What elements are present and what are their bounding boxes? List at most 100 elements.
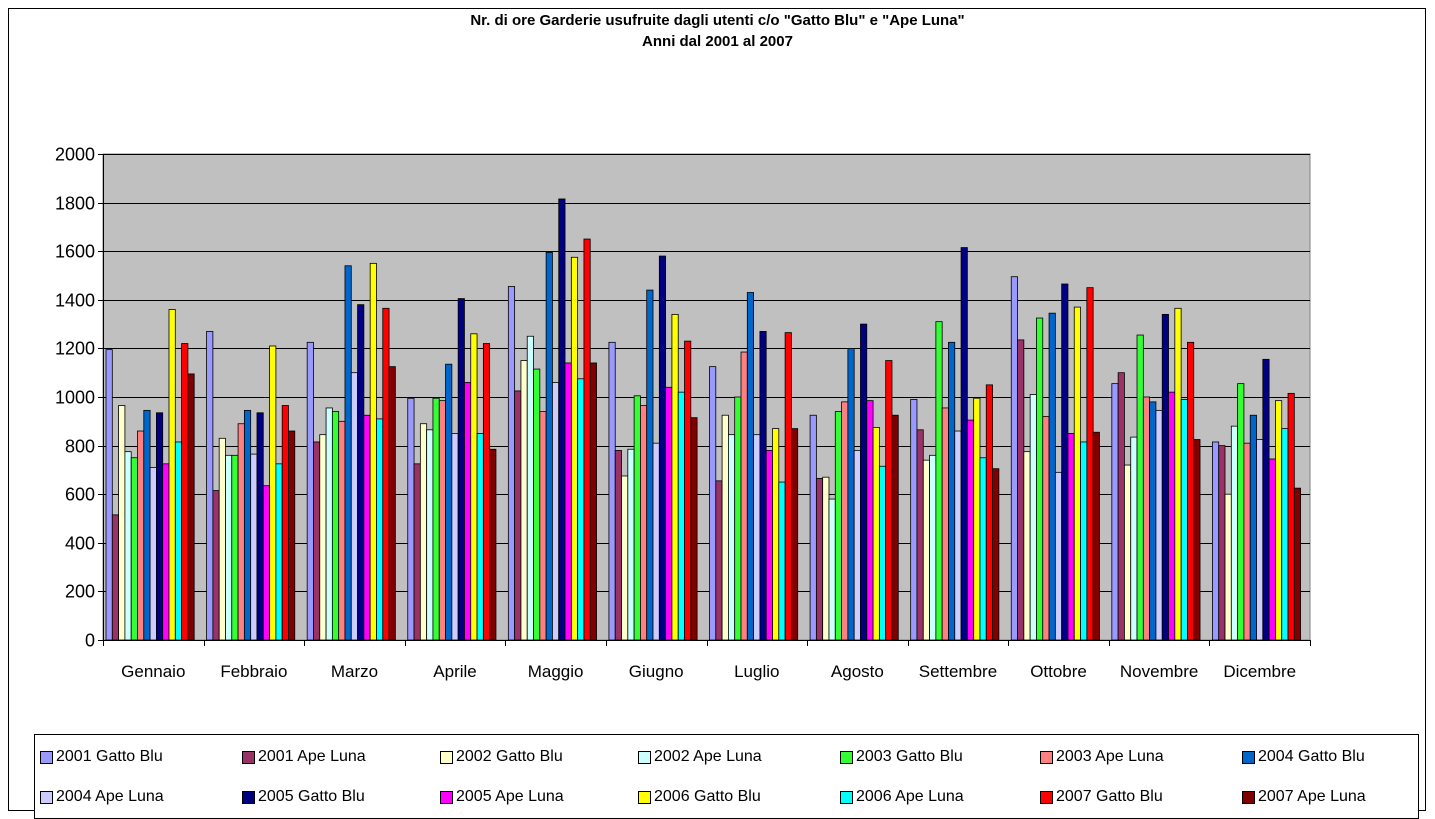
x-tick-label: Novembre (1120, 662, 1198, 681)
bar (376, 418, 384, 641)
bar (438, 400, 446, 641)
y-tick-label: 1400 (55, 291, 95, 311)
bar (306, 341, 314, 641)
bar (973, 397, 981, 641)
bar (1136, 334, 1144, 641)
bar (162, 463, 170, 641)
bar (369, 262, 377, 641)
legend-swatch (40, 790, 53, 804)
legend-label: 2003 Gatto Blu (856, 748, 963, 765)
bar (878, 465, 887, 641)
legend-item: 2005 Gatto Blu (242, 787, 365, 807)
bar (614, 450, 622, 641)
legend-item: 2001 Ape Luna (242, 747, 366, 767)
bar (1117, 372, 1125, 641)
legend-swatch (1040, 790, 1053, 804)
legend-label: 2004 Ape Luna (56, 788, 164, 805)
bar (1180, 399, 1188, 641)
bar (1067, 433, 1075, 641)
bar (652, 442, 660, 641)
legend-swatch (440, 750, 453, 764)
bar (533, 368, 541, 641)
bar (778, 481, 786, 641)
bar (558, 198, 566, 641)
bar (1048, 312, 1056, 641)
bar (514, 390, 522, 641)
bar (313, 441, 321, 641)
legend-item: 2007 Ape Luna (1242, 787, 1366, 807)
x-tick-label: Giugno (629, 662, 684, 681)
bar (721, 414, 729, 641)
bar (1256, 439, 1264, 641)
bar (1187, 341, 1195, 641)
bar (552, 382, 560, 641)
bar (954, 430, 962, 641)
bar (1174, 307, 1182, 641)
bar (671, 313, 679, 641)
bar (765, 450, 773, 641)
bar (1073, 306, 1081, 641)
legend-swatch (1242, 790, 1255, 804)
bar (665, 386, 673, 641)
bar (658, 255, 667, 641)
bar (432, 397, 440, 641)
legend-label: 2002 Ape Luna (654, 748, 762, 765)
legend-item: 2003 Gatto Blu (840, 747, 963, 767)
bar (262, 485, 270, 641)
bar (1149, 401, 1157, 641)
bar (155, 412, 164, 641)
bar (985, 384, 993, 641)
bar (992, 468, 1000, 641)
legend-item: 2004 Gatto Blu (1242, 747, 1365, 767)
legend-swatch (440, 790, 453, 804)
bar (633, 395, 641, 641)
bar (791, 428, 799, 641)
legend-item: 2003 Ape Luna (1040, 747, 1164, 767)
bar (1130, 436, 1138, 641)
bar (677, 391, 685, 641)
bar (1080, 441, 1088, 641)
bar (815, 477, 824, 641)
legend-swatch (840, 750, 853, 764)
bar (507, 286, 516, 641)
bar (482, 343, 491, 641)
bar (470, 333, 478, 641)
bar (740, 351, 748, 641)
bar (281, 405, 289, 641)
bar (243, 409, 252, 641)
x-tick-label: Luglio (734, 662, 779, 681)
bar (866, 400, 874, 641)
legend-swatch (638, 790, 651, 804)
bar (709, 366, 717, 641)
bar (1293, 487, 1302, 641)
bar (922, 459, 930, 641)
bar (451, 433, 459, 641)
legend-swatch (242, 790, 255, 804)
bar (1092, 431, 1100, 641)
bar (1010, 276, 1018, 641)
legend-label: 2003 Ape Luna (1056, 748, 1164, 765)
bar (181, 343, 189, 641)
bar (753, 434, 761, 641)
legend-item: 2002 Ape Luna (638, 747, 762, 767)
bar (363, 414, 371, 641)
bar (966, 419, 975, 641)
x-tick-label: Marzo (331, 662, 378, 681)
bar (105, 349, 113, 641)
legend-label: 2007 Ape Luna (1258, 788, 1366, 805)
x-tick-label: Aprile (433, 662, 476, 681)
legend-label: 2005 Ape Luna (456, 788, 564, 805)
bar (1142, 396, 1151, 641)
bar (1036, 317, 1044, 641)
bar (319, 434, 327, 641)
gridlines (103, 154, 1310, 592)
bar (225, 454, 233, 641)
bar (250, 453, 258, 641)
bar (275, 463, 283, 641)
bar (212, 490, 220, 641)
bar (218, 437, 226, 641)
bar (1237, 383, 1245, 641)
y-tick-label: 1200 (55, 339, 95, 359)
bar (231, 454, 239, 641)
